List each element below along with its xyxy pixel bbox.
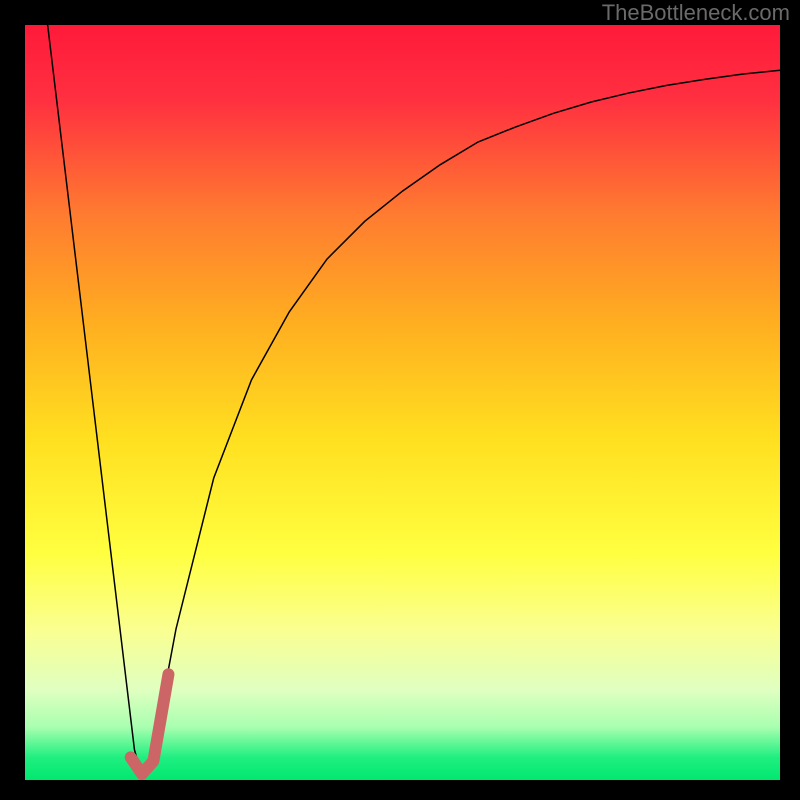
chart-svg: [0, 0, 800, 800]
watermark-text: TheBottleneck.com: [602, 0, 790, 26]
plot-background: [25, 25, 780, 780]
chart-container: TheBottleneck.com: [0, 0, 800, 800]
